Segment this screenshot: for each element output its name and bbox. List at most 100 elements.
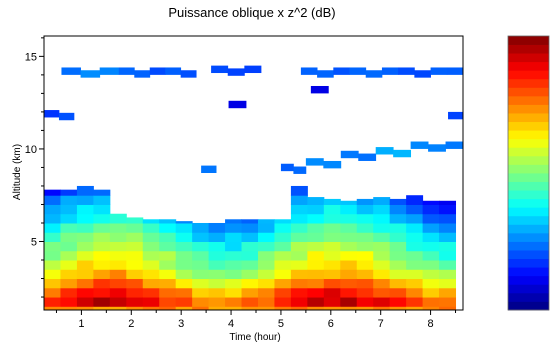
heatmap-cell [44,287,61,298]
heatmap-cell [60,189,78,196]
heatmap-cell [389,297,407,307]
heatmap-cell [93,195,111,205]
heatmap-cell [439,250,457,261]
heatmap-cell [307,213,325,224]
heatmap-cell [406,222,424,233]
heatmap-cell [225,219,243,224]
heatmap-cell [422,222,440,233]
heatmap-cell [356,198,374,205]
heatmap-cell [208,297,226,307]
heatmap-cell [165,67,182,75]
colorbar-segment [508,224,549,234]
heatmap-cell [389,250,407,261]
heatmap-cell [439,306,457,311]
heatmap-cell [389,269,407,280]
y-axis-label: Altitude (km) [12,144,23,200]
colorbar-segment [508,121,549,131]
heatmap-cell [93,241,111,252]
heatmap-cell [439,260,457,270]
heatmap-cell [307,269,325,280]
heatmap-cell [307,222,325,233]
colorbar-segment [508,301,549,311]
heatmap-cell [406,204,424,215]
heatmap-cell [422,232,440,242]
heatmap-cell [356,204,374,215]
heatmap-cell [109,213,127,224]
heatmap-cell [208,232,226,242]
heatmap-cell [44,232,61,242]
heatmap-cell [373,260,391,270]
heatmap-cell [93,204,111,215]
heatmap-cell [93,189,111,196]
heatmap-cell [159,222,177,233]
heatmap-cell [93,306,111,311]
heatmap-cell [257,241,275,252]
heatmap-cell [241,260,259,270]
heatmap-cell [126,250,144,261]
heatmap-cell [208,222,226,233]
heatmap-cell [406,260,424,270]
heatmap-cell [422,241,440,252]
heatmap-cell [58,112,75,121]
heatmap-cell [192,269,210,280]
heatmap-cell [274,297,292,307]
heatmap-cell [274,287,292,298]
heatmap-cell [126,278,144,289]
colorbar-segment [508,87,549,97]
heatmap-cell [109,260,127,270]
heatmap-cell [76,195,94,205]
heatmap-cell [126,217,144,224]
heatmap-cell [241,297,259,307]
heatmap-cell [109,222,127,233]
colorbar-segment [508,181,549,191]
heatmap-cell [422,278,440,289]
heatmap-cell [175,222,193,233]
heatmap-cell [225,287,243,298]
heatmap-cell [356,287,374,298]
heatmap-cell [93,232,111,242]
heatmap-cell [225,241,243,252]
heatmap-cell [422,213,440,224]
heatmap-cell [192,287,210,298]
heatmap-cell [422,287,440,298]
colorbar-segment [508,232,549,242]
heatmap-cell [142,278,160,289]
heatmap-cell [356,232,374,242]
colorbar-segment [508,173,549,182]
heatmap-cell [76,185,94,196]
heatmap-cell [290,232,308,242]
heatmap-cell [60,232,78,242]
heatmap-cell [323,222,341,233]
heatmap-cell [44,250,61,261]
heatmap-cell [406,297,424,307]
heatmap-cell [149,67,166,75]
heatmap-cell [340,278,358,289]
heatmap-cell [356,297,374,307]
heatmap-cell [175,232,193,242]
heatmap-cell [142,232,160,242]
heatmap-cell [118,67,135,75]
heatmap-cell [333,67,350,75]
heatmap-cell [340,287,358,298]
heatmap-cell [389,213,407,224]
heatmap-cell [373,232,391,242]
heatmap-cell [76,204,94,215]
heatmap-cell [159,250,177,261]
heatmap-cell [389,204,407,215]
heatmap-cell [76,222,94,233]
colorbar-frame [507,35,550,311]
heatmap-cell [389,222,407,233]
heatmap-cell [44,260,61,270]
heatmap-cell [300,67,318,75]
heatmap-cell [257,287,275,298]
heatmap-cell [317,70,334,78]
heatmap-cell [60,260,78,270]
heatmap-cell [290,297,308,307]
heatmap-cell [192,260,210,270]
heatmap-cell [93,278,111,289]
colorbar-segment [508,138,549,148]
heatmap-cell [340,306,358,311]
heatmap-cell [208,241,226,252]
heatmap-cell [356,269,374,280]
